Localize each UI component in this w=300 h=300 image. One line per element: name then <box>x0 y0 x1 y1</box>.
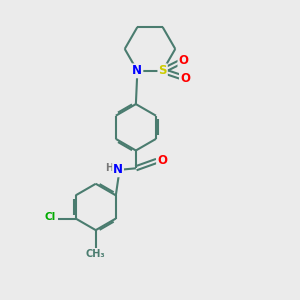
Text: Cl: Cl <box>45 212 56 222</box>
Text: N: N <box>113 163 123 176</box>
Text: O: O <box>178 54 188 67</box>
Text: CH₃: CH₃ <box>86 249 106 259</box>
Text: O: O <box>180 72 190 85</box>
Text: N: N <box>132 64 142 77</box>
Text: O: O <box>157 154 167 167</box>
Text: S: S <box>158 64 167 77</box>
Text: H: H <box>105 163 113 173</box>
